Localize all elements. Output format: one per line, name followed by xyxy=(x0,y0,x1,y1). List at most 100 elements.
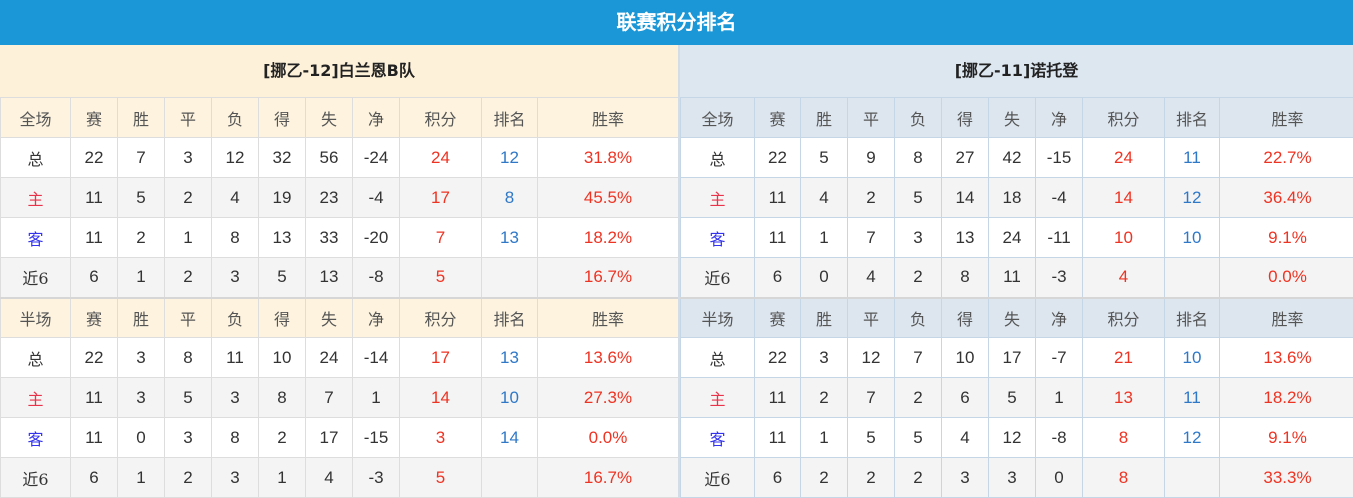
table-cell: 总 xyxy=(681,338,755,378)
table-cell: 2 xyxy=(165,178,212,218)
column-header: 净 xyxy=(1036,298,1083,338)
table-cell: 9.1% xyxy=(1220,418,1353,458)
table-cell: 8 xyxy=(1083,458,1165,498)
table-cell: 14 xyxy=(942,178,989,218)
column-header: 得 xyxy=(259,298,306,338)
table-cell: 10 xyxy=(259,338,306,378)
column-header: 净 xyxy=(1036,98,1083,138)
column-header: 净 xyxy=(353,98,400,138)
table-cell: 4 xyxy=(942,418,989,458)
table-cell: 客 xyxy=(1,418,71,458)
table-cell: 8 xyxy=(165,338,212,378)
table-cell: 4 xyxy=(1083,258,1165,298)
team-name: [挪乙-11]诺托登 xyxy=(680,45,1353,97)
table-cell xyxy=(482,258,538,298)
column-header: 全场 xyxy=(1,98,71,138)
table-cell: 10 xyxy=(942,338,989,378)
column-header: 胜率 xyxy=(538,298,679,338)
table-cell: 1 xyxy=(165,218,212,258)
column-header: 胜率 xyxy=(1220,98,1353,138)
table-cell: 3 xyxy=(895,218,942,258)
table-cell: 7 xyxy=(306,378,353,418)
table-cell: 4 xyxy=(306,458,353,498)
table-cell: -3 xyxy=(1036,258,1083,298)
table-cell: 3 xyxy=(400,418,482,458)
table-cell: 5 xyxy=(989,378,1036,418)
column-header: 失 xyxy=(989,98,1036,138)
column-header: 积分 xyxy=(400,298,482,338)
table-cell: 3 xyxy=(989,458,1036,498)
table-cell: 11 xyxy=(71,178,118,218)
table-cell: 3 xyxy=(212,378,259,418)
table-cell: 16.7% xyxy=(538,258,679,298)
table-cell: -4 xyxy=(1036,178,1083,218)
table-cell: 4 xyxy=(801,178,848,218)
column-header: 失 xyxy=(306,98,353,138)
table-cell: 近6 xyxy=(681,258,755,298)
table-cell: 2 xyxy=(895,458,942,498)
table-cell: 13 xyxy=(482,338,538,378)
table-cell: 2 xyxy=(165,458,212,498)
column-header: 半场 xyxy=(1,298,71,338)
table-cell: 17 xyxy=(989,338,1036,378)
table-cell: 3 xyxy=(165,418,212,458)
table-cell: 7 xyxy=(400,218,482,258)
table-cell: 22 xyxy=(755,138,801,178)
table-cell: 主 xyxy=(681,378,755,418)
table-cell: 11 xyxy=(755,418,801,458)
column-header: 失 xyxy=(306,298,353,338)
column-header: 平 xyxy=(165,298,212,338)
table-cell: 42 xyxy=(989,138,1036,178)
table-cell: 1 xyxy=(118,258,165,298)
table-cell: 32 xyxy=(259,138,306,178)
table-cell: 10 xyxy=(1165,338,1220,378)
column-header: 胜率 xyxy=(538,98,679,138)
column-header: 胜 xyxy=(118,298,165,338)
header-row: 全场赛胜平负得失净积分排名胜率 xyxy=(681,98,1353,138)
table-cell: 2 xyxy=(848,458,895,498)
table-cell: 19 xyxy=(259,178,306,218)
table-cell: 5 xyxy=(801,138,848,178)
table-cell: 客 xyxy=(681,218,755,258)
table-cell: 总 xyxy=(1,338,71,378)
table-cell: 5 xyxy=(400,258,482,298)
table-cell: 24 xyxy=(1083,138,1165,178)
column-header: 得 xyxy=(942,98,989,138)
table-cell: 13 xyxy=(482,218,538,258)
table-cell: 24 xyxy=(306,338,353,378)
table-cell: 14 xyxy=(482,418,538,458)
table-cell: 12 xyxy=(1165,418,1220,458)
column-header: 负 xyxy=(895,298,942,338)
table-cell: -8 xyxy=(1036,418,1083,458)
column-header: 全场 xyxy=(681,98,755,138)
table-cell: 7 xyxy=(895,338,942,378)
table-cell: 9 xyxy=(848,138,895,178)
table-cell: 2 xyxy=(118,218,165,258)
table-cell: 18.2% xyxy=(538,218,679,258)
table-cell: 11 xyxy=(989,258,1036,298)
table-cell: 6 xyxy=(755,258,801,298)
table-cell: 22 xyxy=(71,138,118,178)
table-cell xyxy=(482,458,538,498)
table-cell: 17 xyxy=(400,338,482,378)
column-header: 排名 xyxy=(1165,298,1220,338)
table-cell: 11 xyxy=(1165,138,1220,178)
table-cell: 11 xyxy=(755,178,801,218)
table-cell: 0 xyxy=(1036,458,1083,498)
table-cell: 9.1% xyxy=(1220,218,1353,258)
column-header: 半场 xyxy=(681,298,755,338)
table-cell: 13.6% xyxy=(1220,338,1353,378)
table-cell: 22 xyxy=(755,338,801,378)
column-header: 平 xyxy=(848,98,895,138)
column-header: 得 xyxy=(259,98,306,138)
table-cell: 总 xyxy=(681,138,755,178)
table-cell: 2 xyxy=(165,258,212,298)
table-cell: 3 xyxy=(118,338,165,378)
